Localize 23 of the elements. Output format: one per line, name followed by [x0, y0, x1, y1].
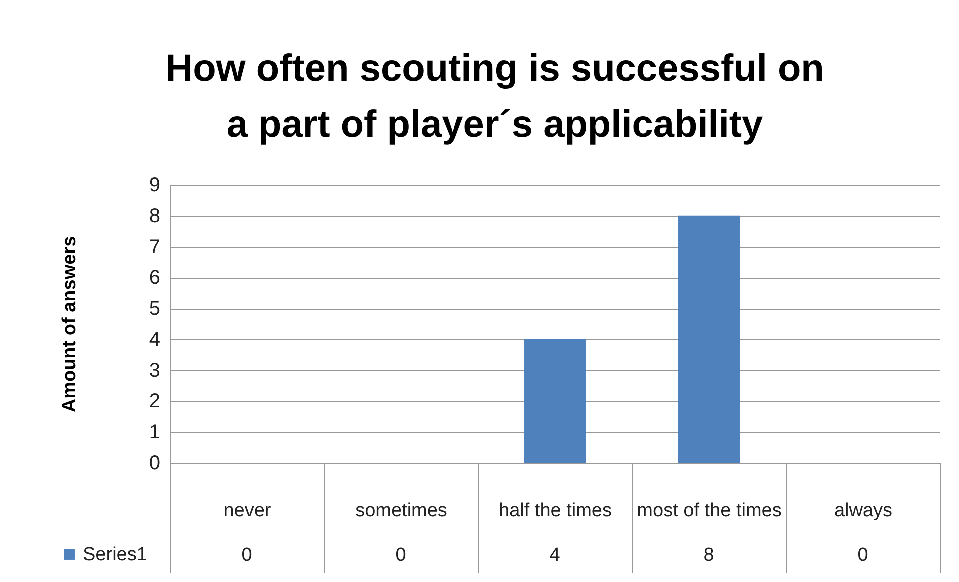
y-axis-title: Amount of answers	[59, 236, 80, 413]
x-tick-label: never	[224, 500, 272, 522]
legend-label: Series1	[83, 544, 148, 566]
x-tick-label: always	[834, 500, 893, 522]
data-label: 4	[550, 545, 561, 566]
y-tick-label: 5	[149, 298, 160, 320]
y-tick-label: 8	[149, 205, 160, 228]
data-label: 0	[242, 545, 252, 566]
x-tick-label: sometimes	[356, 500, 448, 522]
chart-title: How often scouting is successful on a part of player´s applicability	[166, 48, 824, 146]
data-label: 0	[396, 545, 406, 566]
y-tick-label: 3	[149, 360, 160, 382]
y-tick-label: 9	[149, 174, 160, 196]
data-label: 8	[704, 545, 714, 566]
y-tick-label: 6	[149, 267, 160, 290]
y-tick-label: 1	[149, 422, 160, 444]
y-tick-label: 7	[149, 236, 160, 258]
x-tick-label: most of the times	[637, 500, 782, 522]
data-label: 0	[858, 545, 868, 566]
y-tick-label: 0	[149, 452, 160, 474]
y-tick-label: 2	[149, 390, 160, 413]
y-tick-label: 4	[149, 328, 160, 351]
x-tick-label: half the times	[499, 500, 612, 522]
